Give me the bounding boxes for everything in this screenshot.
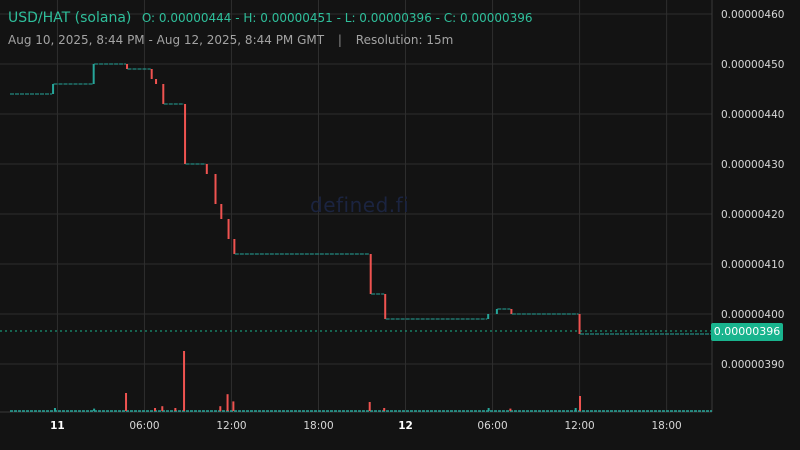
candle xyxy=(487,314,490,319)
candle xyxy=(214,174,217,204)
y-tick-label: 0.00000460 xyxy=(721,9,784,21)
price-axis[interactable]: 0.00000460 0.00000450 0.00000440 0.00000430… xyxy=(721,9,784,371)
pair-name: USD/HAT (solana) xyxy=(8,10,132,26)
candle xyxy=(233,239,236,254)
volume-bar xyxy=(487,408,490,411)
candle xyxy=(205,164,208,174)
chart-header: USD/HAT (solana) O: 0.00000444 - H: 0.00… xyxy=(8,10,533,26)
y-tick-label: 0.00000420 xyxy=(721,209,784,221)
x-tick-label: 12 xyxy=(398,420,413,432)
x-tick-label: 12:00 xyxy=(564,420,594,432)
y-tick-label: 0.00000400 xyxy=(721,309,784,321)
date-range: Aug 10, 2025, 8:44 PM - Aug 12, 2025, 8:… xyxy=(8,33,325,47)
x-tick-label: 18:00 xyxy=(651,420,681,432)
volume-bar xyxy=(232,401,235,411)
chart-subheader: Aug 10, 2025, 8:44 PM - Aug 12, 2025, 8:… xyxy=(8,33,453,47)
volume-bar xyxy=(226,394,229,411)
time-axis[interactable]: 11 06:00 12:00 18:00 12 06:00 12:00 18:00 xyxy=(50,420,682,432)
candle xyxy=(227,219,230,239)
ohlc-values: O: 0.00000444 - H: 0.00000451 - L: 0.000… xyxy=(141,11,533,25)
separator: | xyxy=(337,33,342,47)
candle xyxy=(510,309,513,314)
volume-bar xyxy=(154,408,157,411)
candle xyxy=(162,84,165,104)
volume-bar xyxy=(383,408,386,411)
volume-bar xyxy=(579,396,582,411)
candle xyxy=(155,79,158,84)
y-tick-label: 0.00000430 xyxy=(721,159,784,171)
last-price-tag: 0.00000396 xyxy=(711,323,783,341)
volume-bar xyxy=(53,408,56,411)
candle xyxy=(578,314,581,334)
y-tick-label: 0.00000390 xyxy=(721,359,784,371)
volume-bar xyxy=(93,408,96,411)
candle xyxy=(495,309,498,314)
candle xyxy=(52,84,55,94)
volume-bars xyxy=(10,351,712,412)
candle xyxy=(384,294,387,319)
watermark: defined.fi xyxy=(310,193,410,217)
candle xyxy=(150,69,153,79)
x-tick-label: 18:00 xyxy=(303,420,333,432)
x-tick-label: 06:00 xyxy=(129,420,159,432)
volume-bar xyxy=(574,408,577,411)
x-tick-label: 06:00 xyxy=(477,420,507,432)
volume-bar xyxy=(174,408,177,411)
candle xyxy=(184,104,187,164)
volume-bar xyxy=(368,402,371,411)
resolution: Resolution: 15m xyxy=(355,33,454,47)
x-tick-label: 12:00 xyxy=(216,420,246,432)
y-tick-label: 0.00000440 xyxy=(721,109,784,121)
volume-bar xyxy=(161,406,164,411)
volume-bar xyxy=(125,393,128,411)
candle xyxy=(369,254,372,294)
grid-lines xyxy=(0,0,712,412)
candle xyxy=(92,64,95,84)
y-tick-label: 0.00000410 xyxy=(721,259,784,271)
candles xyxy=(10,63,712,335)
candle xyxy=(126,64,129,69)
candle xyxy=(220,204,223,219)
volume-bar xyxy=(509,408,512,411)
y-tick-label: 0.00000450 xyxy=(721,59,784,71)
x-tick-label: 11 xyxy=(50,420,65,432)
volume-bar xyxy=(183,351,186,411)
volume-bar xyxy=(219,406,222,411)
